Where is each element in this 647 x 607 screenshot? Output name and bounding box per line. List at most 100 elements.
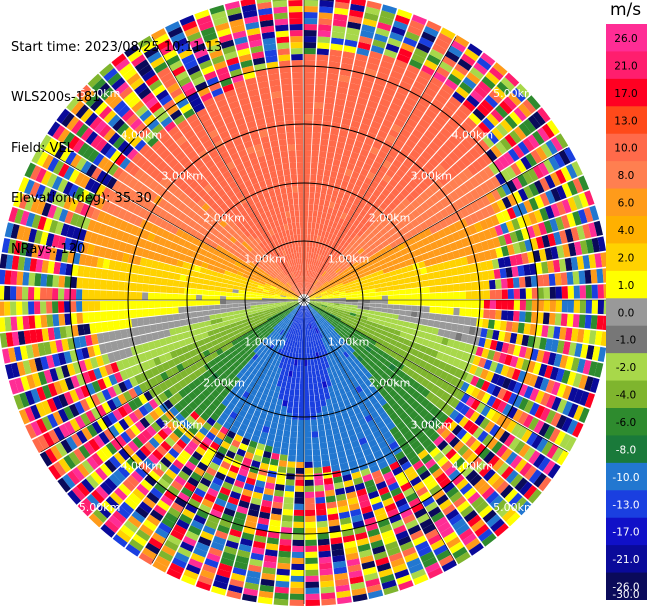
ray-gate	[339, 297, 346, 300]
ray-gate	[321, 303, 328, 307]
ray-gate	[472, 355, 481, 366]
ray-gate	[339, 303, 346, 307]
ray-gate	[573, 300, 580, 314]
ray-gate	[320, 277, 326, 283]
ray-gate	[319, 436, 327, 444]
ray-gate	[325, 287, 332, 292]
ray-gate	[570, 256, 579, 271]
ray-gate	[316, 247, 321, 255]
ray-gate	[334, 258, 340, 265]
ray-gate	[479, 417, 491, 430]
ray-gate	[338, 217, 345, 225]
ray-gate	[304, 347, 307, 354]
ray-gate	[460, 155, 472, 167]
ray-gate	[313, 259, 317, 266]
ray-gate	[332, 290, 340, 294]
ray-gate	[366, 277, 374, 283]
ray-gate	[406, 118, 418, 129]
ray-gate	[305, 557, 318, 564]
ray-gate	[226, 288, 233, 293]
ray-gate	[382, 325, 390, 332]
ray-gate	[483, 309, 490, 319]
ray-gate	[388, 265, 396, 272]
ray-gate	[459, 207, 470, 218]
ray-gate	[511, 218, 521, 231]
ray-gate	[4, 285, 11, 300]
ray-gate	[344, 168, 353, 177]
ray-gate	[137, 317, 144, 327]
ray-gate	[332, 159, 341, 167]
ray-gate	[402, 102, 414, 113]
ray-gate	[363, 12, 379, 22]
ray-gate	[226, 292, 233, 297]
ray-gate	[330, 262, 336, 269]
ray-gate	[321, 301, 328, 304]
ray-gate	[148, 284, 155, 293]
ray-gate	[430, 76, 444, 88]
ray-gate	[525, 288, 532, 299]
ray-gate	[405, 138, 417, 149]
ray-gate	[436, 148, 448, 160]
ray-gate	[486, 329, 494, 339]
ray-gate	[500, 222, 510, 235]
ray-gate	[277, 466, 287, 474]
ray-gate	[364, 220, 372, 229]
ray-gate	[384, 336, 392, 344]
ray-gate	[567, 300, 574, 313]
ray-gate	[308, 303, 314, 308]
ray-gate	[281, 514, 293, 522]
ray-gate	[494, 363, 504, 375]
ray-gate	[359, 240, 367, 248]
ray-gate	[308, 303, 315, 308]
ray-gate	[507, 193, 518, 207]
ray-gate	[387, 308, 394, 314]
ray-gate	[380, 282, 387, 288]
ray-gate	[58, 313, 66, 326]
ray-gate	[453, 175, 464, 187]
ray-gate	[370, 120, 382, 130]
ray-gate	[308, 270, 312, 277]
ray-gate	[118, 310, 125, 320]
ray-gate	[554, 313, 562, 326]
ray-gate	[348, 346, 355, 354]
ray-gate	[485, 204, 496, 217]
ray-gate	[438, 361, 447, 371]
ray-gate	[323, 282, 330, 287]
ray-gate	[220, 291, 227, 296]
ray-gate	[421, 150, 432, 162]
ray-gate	[421, 318, 429, 326]
ray-gate	[480, 182, 491, 195]
ray-gate	[477, 231, 487, 242]
ray-gate	[298, 407, 304, 414]
ray-gate	[214, 291, 221, 296]
ray-gate	[523, 400, 535, 414]
ray-gate	[519, 481, 533, 496]
ray-gate	[227, 311, 234, 317]
ray-gate	[293, 401, 299, 408]
ray-gate	[463, 419, 474, 432]
ray-gate	[414, 224, 424, 234]
ray-gate	[584, 392, 596, 409]
ray-gate	[308, 276, 312, 283]
ray-gate	[389, 351, 398, 359]
ray-gate	[304, 288, 306, 295]
ray-gate	[458, 274, 466, 283]
ray-gate	[407, 377, 416, 387]
ray-gate	[299, 389, 304, 396]
ray-gate	[304, 24, 318, 31]
ray-gate	[321, 460, 331, 467]
ray-gate	[366, 261, 374, 267]
ray-gate	[363, 356, 371, 364]
ray-gate	[118, 291, 125, 300]
ray-gate	[489, 289, 496, 300]
ray-gate	[136, 274, 144, 284]
ray-gate	[274, 489, 284, 497]
ray-gate	[428, 103, 441, 115]
ray-gate	[343, 234, 350, 242]
ray-gate	[316, 312, 322, 317]
ray-gate	[345, 306, 352, 310]
ray-gate	[238, 296, 245, 300]
ray-gate	[330, 43, 344, 51]
ray-gate	[545, 394, 557, 409]
ray-gate	[437, 32, 453, 45]
